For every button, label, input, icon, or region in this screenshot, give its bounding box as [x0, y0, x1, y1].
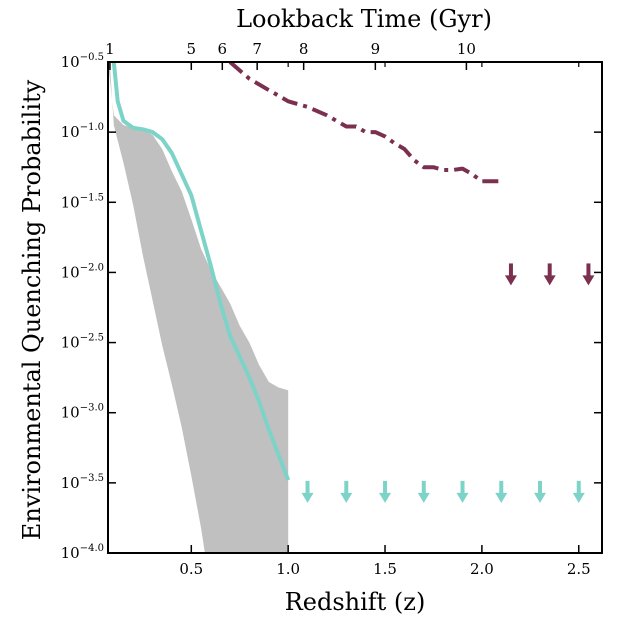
- y-tick-label: 10−2.5: [61, 333, 104, 352]
- y-tick-label: 10−3.0: [61, 403, 104, 422]
- confidence-band-layer: [108, 62, 289, 553]
- upper-limit-head: [572, 492, 585, 503]
- x-tick-label: 1.0: [276, 560, 300, 578]
- x-axis-title-text: Redshift (z): [285, 588, 426, 616]
- top-axis-ticks: 1 5 6 7 8 9 10: [105, 40, 476, 70]
- upper-limit-arrow: [340, 480, 353, 503]
- upper-limit-arrow: [534, 480, 547, 503]
- y-tick-label: 10−1.0: [61, 122, 104, 141]
- upper-limit-head: [301, 492, 314, 503]
- top-tick-label: 5: [187, 40, 197, 58]
- y-tick-exponent: −1.5: [80, 192, 104, 203]
- x-axis-ticks: 0.5 1.0 1.5 2.0 2.5: [179, 62, 591, 578]
- series-line-2: [228, 62, 502, 184]
- y-tick-exponent: −2.5: [80, 333, 104, 344]
- y-tick-base: 10: [61, 263, 80, 281]
- upper-limit-arrow: [543, 263, 556, 286]
- top-axis-title: Lookback Time (Gyr): [236, 5, 492, 33]
- x-axis-title: Redshift (z): [285, 588, 426, 616]
- plot-frame: [107, 61, 603, 554]
- upper-limit-arrow: [417, 480, 430, 503]
- upper-limit-head: [543, 275, 556, 286]
- upper-limit-arrow: [301, 480, 314, 503]
- y-tick-base: 10: [61, 474, 80, 492]
- y-tick-exponent: −3.5: [80, 473, 104, 484]
- y-tick-label: 10−4.0: [61, 543, 104, 562]
- confidence-band: [108, 62, 289, 553]
- series-layer: [111, 62, 502, 481]
- top-tick-label: 8: [299, 40, 309, 58]
- y-tick-label: 10−0.5: [61, 52, 104, 71]
- y-tick-exponent: −1.0: [80, 122, 104, 133]
- x-tick-label: 0.5: [179, 560, 203, 578]
- upper-limit-head: [379, 492, 392, 503]
- upper-limit-arrow: [456, 480, 469, 503]
- y-tick-exponent: −3.0: [80, 403, 104, 414]
- upper-limit-arrow: [582, 263, 595, 286]
- upper-limit-head: [582, 275, 595, 286]
- y-tick-base: 10: [61, 544, 80, 562]
- upper-limit-head: [417, 492, 430, 503]
- top-tick-label: 9: [371, 40, 381, 58]
- x-tick-label: 1.5: [373, 560, 397, 578]
- y-tick-label: 10−1.5: [61, 192, 104, 211]
- y-tick-base: 10: [61, 123, 80, 141]
- y-axis-title: Environmental Quenching Probability: [18, 79, 46, 540]
- y-tick-exponent: −2.0: [80, 262, 104, 273]
- upper-limit-arrow: [379, 480, 392, 503]
- upper-limit-head: [456, 492, 469, 503]
- upper-limit-head: [504, 275, 517, 286]
- y-tick-exponent: −4.0: [80, 543, 104, 554]
- x-tick-label: 2.5: [567, 560, 591, 578]
- upper-limit-head: [534, 492, 547, 503]
- y-axis-ticks: 10−4.010−3.510−3.010−2.510−2.010−1.510−1…: [61, 52, 602, 562]
- y-tick-base: 10: [61, 193, 80, 211]
- y-tick-base: 10: [61, 334, 80, 352]
- y-tick-base: 10: [61, 53, 80, 71]
- y-tick-base: 10: [61, 404, 80, 422]
- upper-limit-arrow: [495, 480, 508, 503]
- upper-limit-head: [495, 492, 508, 503]
- upper-limit-arrow: [504, 263, 517, 286]
- upper-limit-head: [340, 492, 353, 503]
- top-tick-label: 1: [105, 40, 115, 58]
- top-tick-label: 7: [252, 40, 262, 58]
- upper-limit-arrow: [572, 480, 585, 503]
- x-tick-label: 2.0: [470, 560, 494, 578]
- y-tick-label: 10−3.5: [61, 473, 104, 492]
- y-tick-label: 10−2.0: [61, 262, 104, 281]
- top-tick-label: 6: [218, 40, 228, 58]
- series-line-1: [111, 62, 291, 481]
- y-tick-exponent: −0.5: [80, 52, 104, 63]
- top-tick-label: 10: [457, 40, 476, 58]
- upper-limit-layer: [301, 263, 595, 503]
